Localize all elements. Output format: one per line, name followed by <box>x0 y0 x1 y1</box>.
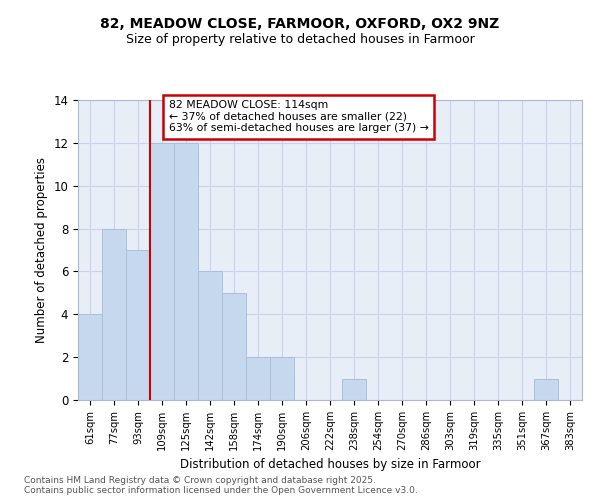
Bar <box>270 357 294 400</box>
Text: 82 MEADOW CLOSE: 114sqm
← 37% of detached houses are smaller (22)
63% of semi-de: 82 MEADOW CLOSE: 114sqm ← 37% of detache… <box>169 100 428 133</box>
Text: Contains HM Land Registry data © Crown copyright and database right 2025.
Contai: Contains HM Land Registry data © Crown c… <box>24 476 418 495</box>
Bar <box>126 250 150 400</box>
Bar <box>78 314 102 400</box>
Text: Size of property relative to detached houses in Farmoor: Size of property relative to detached ho… <box>125 32 475 46</box>
Bar <box>534 378 558 400</box>
Bar <box>198 272 222 400</box>
Bar <box>222 293 246 400</box>
X-axis label: Distribution of detached houses by size in Farmoor: Distribution of detached houses by size … <box>179 458 481 471</box>
Bar <box>102 228 126 400</box>
Bar <box>174 143 198 400</box>
Bar <box>246 357 270 400</box>
Bar <box>150 143 174 400</box>
Bar <box>342 378 366 400</box>
Y-axis label: Number of detached properties: Number of detached properties <box>35 157 48 343</box>
Text: 82, MEADOW CLOSE, FARMOOR, OXFORD, OX2 9NZ: 82, MEADOW CLOSE, FARMOOR, OXFORD, OX2 9… <box>100 18 500 32</box>
